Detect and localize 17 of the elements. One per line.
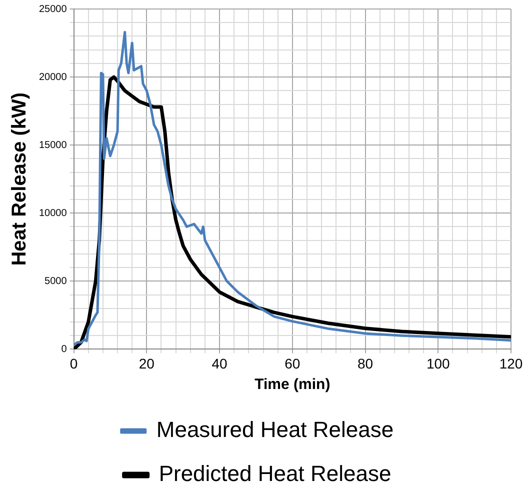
legend-label: Measured Heat Release: [156, 417, 394, 442]
x-tick-label: 0: [70, 355, 78, 372]
y-tick-label: 15000: [38, 140, 68, 151]
y-axis-title: Heat Release (kW): [8, 92, 31, 266]
y-tick-label: 25000: [38, 4, 68, 15]
x-tick-label: 100: [426, 355, 450, 372]
y-tick-label: 20000: [38, 72, 68, 83]
y-tick-label: 5000: [44, 276, 68, 287]
x-tick-label: 40: [212, 355, 228, 372]
legend-label: Predicted Heat Release: [158, 461, 392, 486]
y-tick-label: 0: [61, 344, 68, 355]
x-tick-label: 20: [138, 355, 155, 372]
x-tick-label: 80: [357, 355, 374, 372]
x-tick-label: 120: [499, 355, 523, 372]
x-tick-label: 60: [284, 355, 300, 372]
y-tick-label: 10000: [38, 208, 68, 219]
x-axis-title: Time (min): [254, 376, 330, 394]
